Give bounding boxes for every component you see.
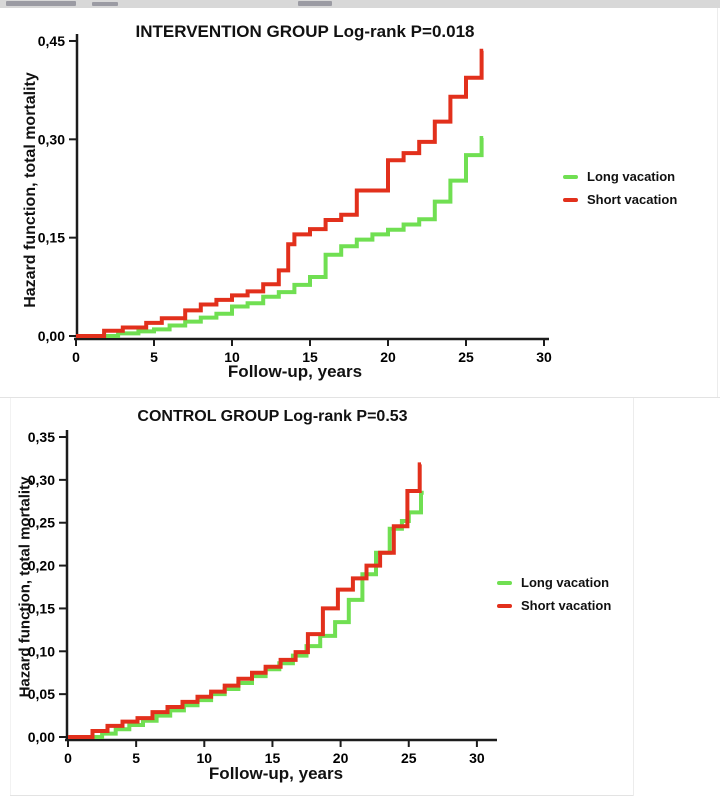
x-tick-label: 10 [224,349,240,365]
x-tick-label: 25 [458,349,474,365]
y-tick-label: 0,20 [28,558,55,574]
control-x-axis-label: Follow-up, years [208,764,344,783]
x-tick-label: 25 [401,750,417,766]
legend-item-short-vacation: Short vacation [497,594,611,617]
toolbar-artifact [6,1,76,6]
long-vacation-swatch-icon [497,580,512,585]
intervention-title: INTERVENTION GROUP Log-rank P=0.018 [135,22,475,41]
y-tick-label: 0,00 [28,729,55,745]
series-short-vacation [68,462,422,739]
x-tick-label: 10 [197,750,213,766]
toolbar-artifact [298,1,332,6]
y-tick-label: 0,30 [28,472,55,488]
legend-label: Short vacation [521,598,612,613]
control-plot-area: 0,00 0,05 0,10 0,15 0,20 0,25 0,30 0,35 0 5 10 15 20… [28,429,497,766]
intervention-plot-area: 0,00 0,15 0,30 0,45 0 5 10 15 20 25 30 [38,33,552,365]
long-vacation-swatch-icon [563,174,578,179]
intervention-x-axis-label: Follow-up, years [227,362,363,381]
x-tick-label: 15 [265,750,281,766]
toolbar-artifact [92,2,118,6]
y-tick-label: 0,30 [38,131,65,147]
control-title: CONTROL GROUP Log-rank P=0.53 [137,408,408,425]
y-tick-label: 0,05 [28,686,55,702]
figure-edge-line [717,8,718,397]
x-tick-label: 20 [333,750,349,766]
short-vacation-swatch-icon [497,603,512,608]
legend-item-long-vacation: Long vacation [563,165,677,188]
y-tick-label: 0,15 [38,230,65,246]
x-tick-label: 30 [469,750,485,766]
x-tick-label: 30 [536,349,552,365]
control-y-axis-label: Hazard function, total mortality [16,476,34,698]
y-tick-label: 0,25 [28,515,55,531]
legend-label: Short vacation [587,192,678,207]
y-tick-label: 0,45 [38,33,65,49]
legend-item-long-vacation: Long vacation [497,571,611,594]
legend-label: Long vacation [587,169,676,184]
figure-bottom-line [10,795,633,796]
legend-label: Long vacation [521,575,610,590]
x-tick-label: 5 [150,349,158,365]
intervention-legend: Long vacation Short vacation [563,165,677,211]
legend-item-short-vacation: Short vacation [563,188,677,211]
y-tick-label: 0,10 [28,643,55,659]
cropped-toolbar-strip [0,0,720,8]
control-legend: Long vacation Short vacation [497,571,611,617]
figure-divider-line [0,397,720,398]
figure-edge-line [633,398,634,796]
x-tick-label: 0 [64,750,72,766]
figure-edge-line [10,398,11,796]
series-short-vacation [76,48,484,338]
y-tick-label: 0,35 [28,429,55,445]
short-vacation-swatch-icon [563,197,578,202]
x-tick-label: 20 [380,349,396,365]
y-tick-label: 0,15 [28,600,55,616]
intervention-y-axis-label: Hazard function, total mortality [22,72,39,308]
y-tick-label: 0,00 [38,328,65,344]
x-tick-label: 15 [302,349,318,365]
x-tick-label: 0 [72,349,80,365]
x-tick-label: 5 [132,750,140,766]
series-long-vacation [76,136,484,338]
series-long-vacation [68,490,424,739]
